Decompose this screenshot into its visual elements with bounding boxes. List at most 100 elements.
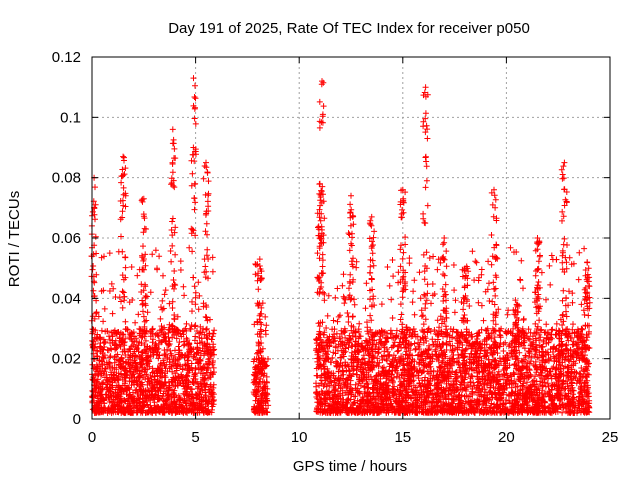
data-point bbox=[161, 291, 168, 298]
data-point bbox=[168, 363, 174, 370]
data-point bbox=[500, 348, 507, 354]
data-point bbox=[251, 321, 258, 328]
data-point bbox=[180, 331, 187, 338]
data-point bbox=[109, 384, 116, 391]
data-point bbox=[150, 384, 157, 391]
data-point bbox=[451, 309, 458, 316]
data-point bbox=[102, 328, 109, 335]
data-point bbox=[265, 356, 271, 362]
data-point bbox=[565, 350, 572, 357]
data-point bbox=[187, 325, 193, 332]
data-point bbox=[206, 330, 213, 337]
data-point bbox=[97, 335, 104, 342]
data-point bbox=[156, 327, 163, 334]
data-point bbox=[437, 259, 444, 266]
data-point bbox=[94, 331, 101, 338]
data-point bbox=[259, 365, 266, 372]
data-point bbox=[188, 346, 195, 353]
data-point bbox=[384, 264, 391, 270]
data-point bbox=[473, 259, 480, 266]
data-point bbox=[173, 335, 180, 342]
data-point bbox=[324, 312, 331, 319]
data-point bbox=[114, 393, 121, 400]
data-point bbox=[172, 383, 179, 390]
data-point bbox=[432, 348, 439, 355]
data-point bbox=[131, 357, 138, 364]
data-point bbox=[123, 391, 130, 398]
data-point bbox=[191, 283, 198, 290]
data-point bbox=[520, 285, 526, 292]
data-point bbox=[114, 376, 121, 383]
data-point bbox=[200, 370, 206, 377]
data-point bbox=[538, 269, 545, 276]
data-point bbox=[552, 331, 559, 338]
data-point bbox=[195, 358, 202, 365]
data-point bbox=[157, 360, 164, 367]
data-point bbox=[344, 310, 351, 316]
data-point bbox=[165, 340, 172, 347]
data-point bbox=[115, 362, 122, 369]
data-point bbox=[120, 404, 127, 411]
data-point bbox=[121, 409, 128, 416]
data-point bbox=[186, 366, 193, 373]
data-point bbox=[150, 395, 157, 402]
data-point bbox=[108, 280, 115, 287]
data-point bbox=[112, 342, 118, 349]
data-point bbox=[434, 266, 441, 273]
data-point bbox=[420, 312, 426, 319]
data-point bbox=[115, 409, 122, 415]
data-point bbox=[409, 299, 416, 306]
data-point bbox=[190, 401, 197, 408]
data-point bbox=[112, 294, 119, 300]
data-point bbox=[192, 373, 199, 379]
data-point bbox=[158, 369, 165, 376]
data-point bbox=[416, 269, 423, 276]
data-point bbox=[202, 386, 209, 393]
data-point bbox=[384, 348, 391, 355]
data-point bbox=[251, 409, 258, 416]
data-point bbox=[386, 282, 393, 289]
data-point bbox=[172, 409, 179, 416]
data-point bbox=[101, 400, 108, 407]
data-point bbox=[110, 392, 117, 399]
data-point bbox=[203, 325, 210, 332]
data-point bbox=[389, 315, 396, 321]
data-point bbox=[135, 348, 142, 355]
data-point bbox=[186, 405, 193, 412]
data-point bbox=[117, 407, 124, 414]
data-point bbox=[94, 365, 101, 372]
data-point bbox=[128, 374, 135, 381]
data-point bbox=[179, 409, 186, 416]
data-point bbox=[553, 256, 560, 263]
data-point bbox=[93, 402, 100, 409]
data-point bbox=[254, 350, 260, 357]
data-point bbox=[486, 298, 493, 304]
data-point bbox=[491, 334, 498, 341]
data-point bbox=[176, 403, 182, 410]
data-point bbox=[164, 368, 171, 375]
data-point bbox=[151, 370, 158, 377]
data-point bbox=[181, 354, 188, 361]
data-point bbox=[177, 258, 184, 265]
data-point bbox=[264, 409, 271, 416]
data-point bbox=[135, 311, 142, 318]
data-point bbox=[169, 359, 176, 366]
data-point bbox=[118, 398, 125, 405]
data-point bbox=[149, 325, 156, 332]
data-point bbox=[172, 370, 179, 377]
data-point bbox=[179, 328, 186, 335]
data-point bbox=[263, 373, 270, 380]
data-point bbox=[388, 296, 395, 303]
data-point bbox=[185, 378, 192, 385]
data-point bbox=[106, 398, 113, 405]
data-point bbox=[156, 352, 163, 359]
data-point bbox=[192, 364, 199, 371]
data-point bbox=[177, 396, 184, 403]
data-point bbox=[191, 402, 198, 409]
data-point bbox=[158, 304, 164, 311]
data-point bbox=[144, 362, 151, 368]
data-point bbox=[176, 362, 183, 368]
data-point bbox=[258, 405, 265, 412]
data-point bbox=[152, 340, 159, 347]
data-point bbox=[183, 320, 190, 327]
